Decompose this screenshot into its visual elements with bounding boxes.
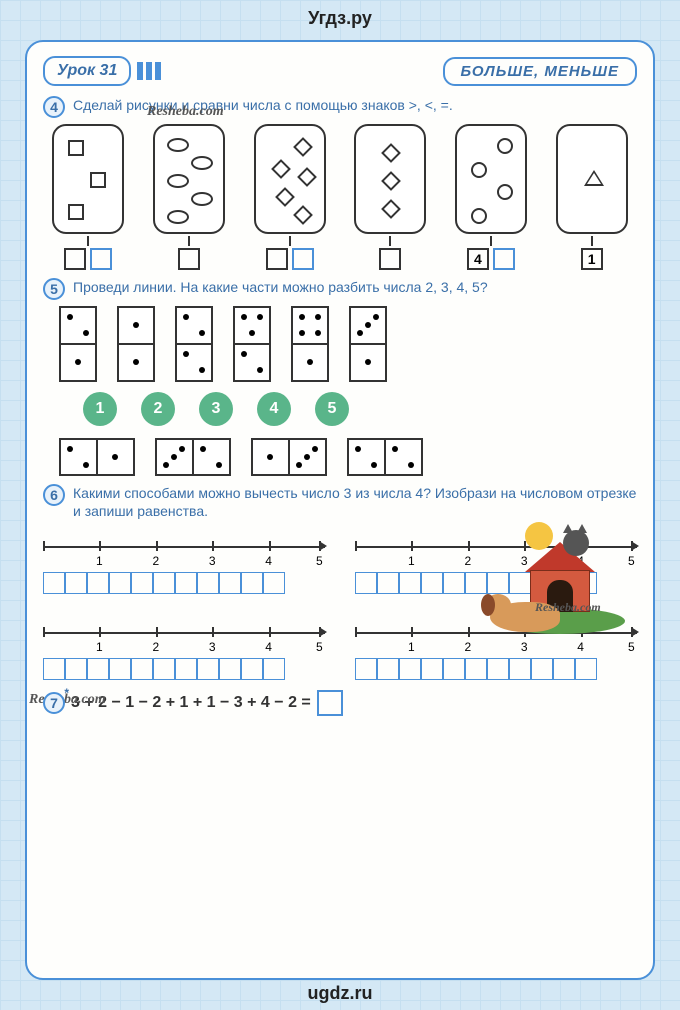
- card-column: [354, 124, 426, 270]
- number-circle: 3: [199, 392, 233, 426]
- answer-box[interactable]: [317, 690, 343, 716]
- number-circle: 2: [141, 392, 175, 426]
- task-6: 6 Какими способами можно вычесть число 3…: [43, 484, 637, 520]
- compare-boxes: 4: [467, 248, 515, 270]
- task-text: Какими способами можно вычесть число 3 и…: [73, 484, 637, 520]
- task-text: Сделай рисунки и сравни числа с помощью …: [73, 96, 453, 118]
- compare-boxes: [379, 248, 401, 270]
- number-line: 1 2 3 4 5: [43, 624, 325, 654]
- domino: [117, 306, 155, 382]
- answer-boxes[interactable]: [355, 658, 637, 680]
- domino: [59, 306, 97, 382]
- task-number: 5: [43, 278, 65, 300]
- card-column: [254, 124, 326, 270]
- site-footer: ugdz.ru: [0, 983, 680, 1004]
- number-circle: 5: [315, 392, 349, 426]
- shape-card: [52, 124, 124, 234]
- cat-icon: [563, 530, 589, 556]
- watermark: Resheba.com: [535, 600, 601, 615]
- domino: [291, 306, 329, 382]
- compare-boxes: 1: [581, 248, 603, 270]
- answer-boxes[interactable]: [43, 658, 325, 680]
- value-box[interactable]: [178, 248, 200, 270]
- task-number: 7 *: [43, 692, 65, 714]
- shape-cards-row: 4 1: [43, 124, 637, 270]
- domino: [155, 438, 231, 476]
- number-circle: 1: [83, 392, 117, 426]
- value-box[interactable]: [266, 248, 288, 270]
- domino: [347, 438, 423, 476]
- task-text: Проведи линии. На какие части можно разб…: [73, 278, 488, 300]
- domino-row-horizontal: [59, 438, 637, 476]
- compare-boxes: [64, 248, 112, 270]
- task-number: 4: [43, 96, 65, 118]
- card-column: [153, 124, 225, 270]
- task-4: 4 Сделай рисунки и сравни числа с помощь…: [43, 96, 637, 118]
- compare-boxes: [178, 248, 200, 270]
- operator-box[interactable]: [90, 248, 112, 270]
- value-box[interactable]: 4: [467, 248, 489, 270]
- card-column: 1: [556, 124, 628, 270]
- equation-text: 3 + 2 − 1 − 2 + 1 + 1 − 3 + 4 − 2 =: [71, 694, 311, 712]
- shape-card: [254, 124, 326, 234]
- stripes-decoration: [137, 62, 161, 80]
- number-circle: 4: [257, 392, 291, 426]
- task-number: 6: [43, 484, 65, 506]
- compare-boxes: [266, 248, 314, 270]
- doghouse-illustration: Resheba.com: [485, 522, 635, 642]
- operator-box[interactable]: [493, 248, 515, 270]
- operator-box[interactable]: [292, 248, 314, 270]
- domino: [233, 306, 271, 382]
- card-column: [52, 124, 124, 270]
- domino: [175, 306, 213, 382]
- value-box[interactable]: [64, 248, 86, 270]
- domino: [349, 306, 387, 382]
- shape-card: [556, 124, 628, 234]
- value-box[interactable]: [379, 248, 401, 270]
- site-header: Угдз.ру: [0, 8, 680, 29]
- shape-card: [455, 124, 527, 234]
- header-row: Урок 31 БОЛЬШЕ, МЕНЬШЕ: [43, 56, 637, 86]
- answer-boxes[interactable]: [43, 572, 325, 594]
- domino: [59, 438, 135, 476]
- number-circles-row: 1 2 3 4 5: [83, 392, 637, 426]
- value-box[interactable]: 1: [581, 248, 603, 270]
- shape-card: [354, 124, 426, 234]
- task-7: 7 * 3 + 2 − 1 − 2 + 1 + 1 − 3 + 4 − 2 =: [43, 690, 637, 716]
- lesson-tab: Урок 31: [43, 56, 131, 86]
- page-title: БОЛЬШЕ, МЕНЬШЕ: [443, 57, 638, 86]
- domino-row-vertical: [59, 306, 637, 382]
- star-icon: *: [64, 686, 69, 700]
- worksheet-page: Урок 31 БОЛЬШЕ, МЕНЬШЕ 4 Сделай рисунки …: [25, 40, 655, 980]
- number-line: 1 2 3 4 5: [43, 538, 325, 568]
- watermark: Resheba.com: [147, 104, 224, 120]
- domino: [251, 438, 327, 476]
- task-5: 5 Проведи линии. На какие части можно ра…: [43, 278, 637, 300]
- shape-card: [153, 124, 225, 234]
- card-column: 4: [455, 124, 527, 270]
